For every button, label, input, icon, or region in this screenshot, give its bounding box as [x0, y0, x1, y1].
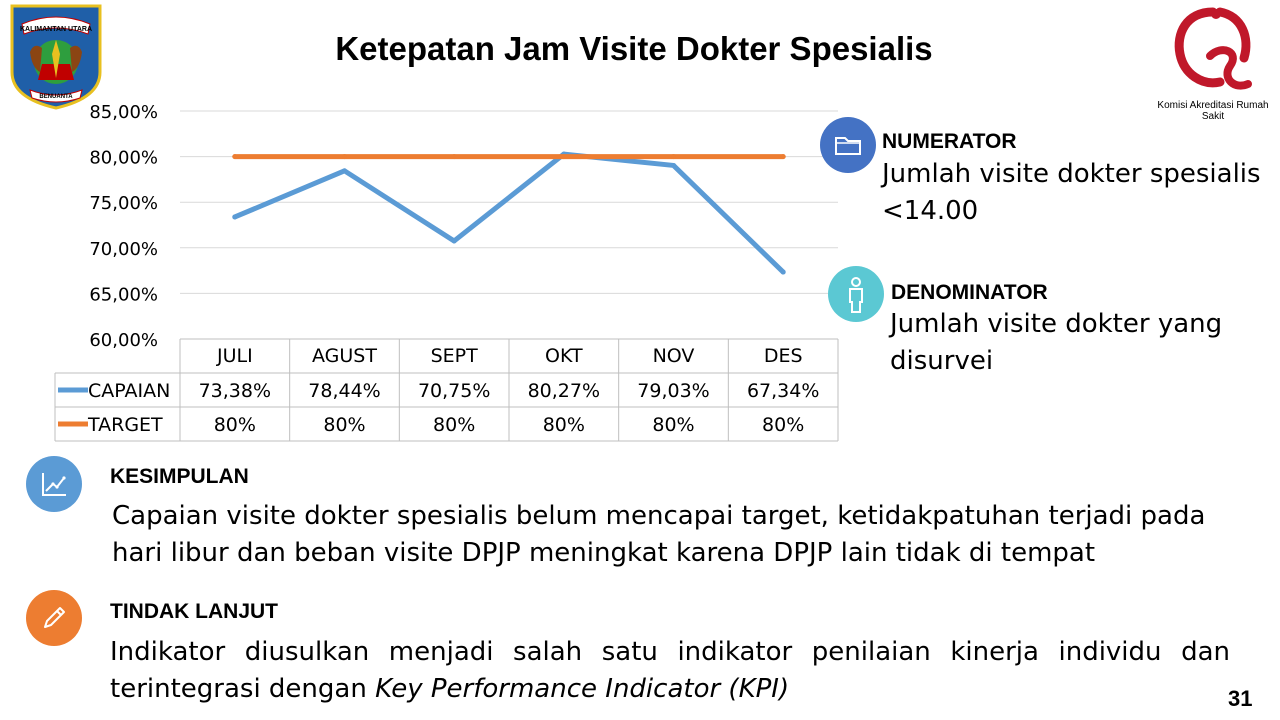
- data-point-target: [561, 154, 567, 160]
- data-point-capaian: [671, 162, 676, 168]
- chart-gridlines: [180, 110, 838, 340]
- page-title: Ketepatan Jam Visite Dokter Spesialis: [335, 30, 933, 67]
- data-point-target: [451, 154, 457, 160]
- data-label: 80,27%: [528, 380, 600, 402]
- person-icon: [828, 266, 884, 322]
- pencil-icon: [26, 590, 82, 646]
- y-tick-label: 75,00%: [89, 193, 158, 214]
- legend-label: CAPAIAN: [88, 380, 170, 402]
- denominator-badge: [828, 266, 884, 322]
- x-category-label: NOV: [653, 345, 695, 367]
- data-label: 80%: [323, 414, 365, 436]
- kars-logo: Komisi Akreditasi Rumah Sakit: [1150, 4, 1276, 122]
- data-label: 70,75%: [418, 380, 490, 402]
- data-point-capaian: [342, 168, 347, 174]
- data-point-target: [780, 154, 786, 160]
- denominator-heading: DENOMINATOR: [891, 281, 1048, 304]
- data-table: JULI AGUST SEPT OKT NOV DES CAPAIAN 73,38% 78,44…: [54, 338, 839, 442]
- data-point-capaian: [451, 238, 457, 244]
- data-label: 73,38%: [199, 380, 271, 402]
- data-point-capaian: [780, 269, 786, 275]
- chart-series: [232, 151, 786, 275]
- tindak-lanjut-heading: TINDAK LANJUT: [110, 600, 278, 623]
- province-emblem-logo: KALIMANTAN UTARA BENUANTA: [8, 2, 104, 110]
- y-tick-label: 85,00%: [89, 102, 158, 123]
- kars-emblem-icon: [1174, 7, 1252, 90]
- y-tick-label: 60,00%: [89, 330, 158, 351]
- data-point-target: [342, 154, 347, 160]
- data-point-target: [671, 154, 676, 160]
- chart-trend-icon: [26, 456, 82, 512]
- data-label: 80%: [762, 414, 804, 436]
- x-category-label: OKT: [545, 345, 583, 367]
- tindak-lanjut-body-text: Indikator diusulkan menjadi salah satu i…: [110, 637, 1230, 704]
- data-label: 67,34%: [747, 380, 819, 402]
- page-number: 31: [1228, 686, 1253, 711]
- tindak-lanjut-badge: [26, 590, 82, 646]
- emblem-top-text: KALIMANTAN UTARA: [20, 26, 92, 33]
- x-category-label: DES: [764, 345, 803, 367]
- numerator-heading: NUMERATOR: [882, 130, 1017, 153]
- tindak-lanjut-body: Indikator diusulkan menjadi salah satu i…: [110, 634, 1230, 708]
- data-label: 80%: [652, 414, 694, 436]
- data-point-target: [232, 154, 238, 160]
- x-category-label: SEPT: [431, 345, 479, 367]
- y-tick-label: 80,00%: [89, 148, 158, 169]
- data-label: 78,44%: [308, 380, 380, 402]
- kesimpulan-body: Capaian visite dokter spesialis belum me…: [112, 501, 1206, 568]
- denominator-body: Jumlah visite dokter yang disurvei: [890, 309, 1223, 376]
- legend-label: TARGET: [87, 414, 163, 436]
- kars-caption: Komisi Akreditasi Rumah Sakit: [1157, 100, 1269, 122]
- data-label: 80%: [433, 414, 475, 436]
- line-chart: 60,00% 65,00% 70,00% 75,00% 80,00% 85,00% JUL…: [54, 102, 839, 442]
- x-category-label: AGUST: [312, 345, 377, 367]
- folder-icon: [820, 117, 876, 173]
- y-tick-label: 70,00%: [89, 239, 158, 260]
- y-axis-ticks: 60,00% 65,00% 70,00% 75,00% 80,00% 85,00%: [89, 102, 158, 351]
- kesimpulan-badge: [26, 456, 82, 512]
- data-label: 80%: [214, 414, 256, 436]
- data-label: 80%: [543, 414, 585, 436]
- kesimpulan-heading: KESIMPULAN: [110, 465, 249, 488]
- numerator-badge: [820, 117, 876, 173]
- numerator-body: Jumlah visite dokter spesialis <14.00: [882, 159, 1261, 226]
- tindak-lanjut-body-italic: Key Performance Indicator (KPI): [375, 674, 790, 704]
- y-tick-label: 65,00%: [89, 284, 158, 305]
- data-label: 79,03%: [637, 380, 709, 402]
- emblem-bottom-text: BENUANTA: [39, 94, 73, 100]
- series-line-capaian: [232, 151, 786, 275]
- province-emblem-icon: KALIMANTAN UTARA BENUANTA: [10, 4, 102, 110]
- x-category-label: JULI: [216, 345, 253, 367]
- data-point-capaian: [232, 214, 238, 220]
